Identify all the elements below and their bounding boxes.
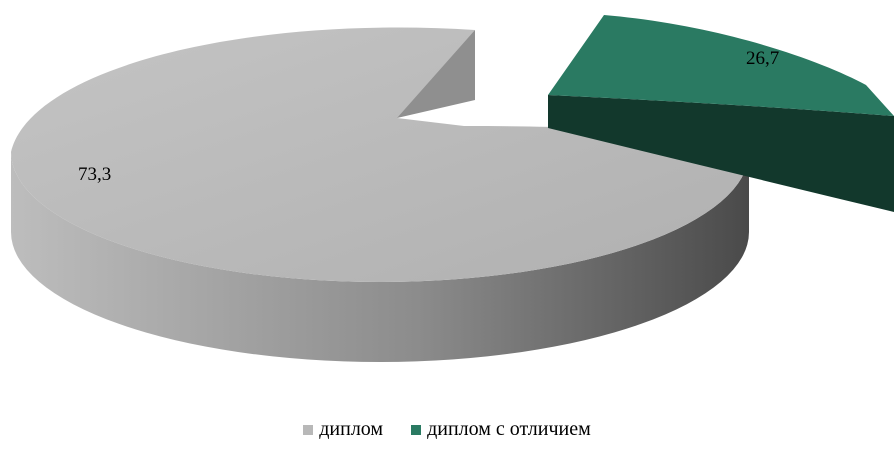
- legend-swatch-diplom: [303, 424, 314, 435]
- slice-top-diplom: [11, 27, 749, 282]
- pie-slice-diplom: [11, 27, 749, 362]
- legend-item-diplom-s-otlichiem: диплом с отличием: [411, 418, 591, 441]
- data-label-diplom: 73,3: [78, 164, 111, 185]
- legend-label-diplom: диплом: [319, 418, 384, 440]
- legend-item-diplom: диплом: [303, 418, 383, 441]
- pie-slice-diplom-s-otlichiem: [548, 15, 894, 212]
- slice-side-diplom: [11, 152, 749, 362]
- slice-side-diplom-s-otlichiem: [548, 95, 894, 212]
- legend-swatch-diplom-s-otlichiem: [411, 424, 422, 435]
- legend: диплом диплом с отличием: [0, 418, 894, 441]
- slice-top-diplom-s-otlichiem: [548, 15, 894, 116]
- legend-label-diplom-s-otlichiem: диплом с отличием: [427, 418, 591, 440]
- data-label-diplom-s-otlichiem: 26,7: [746, 48, 779, 69]
